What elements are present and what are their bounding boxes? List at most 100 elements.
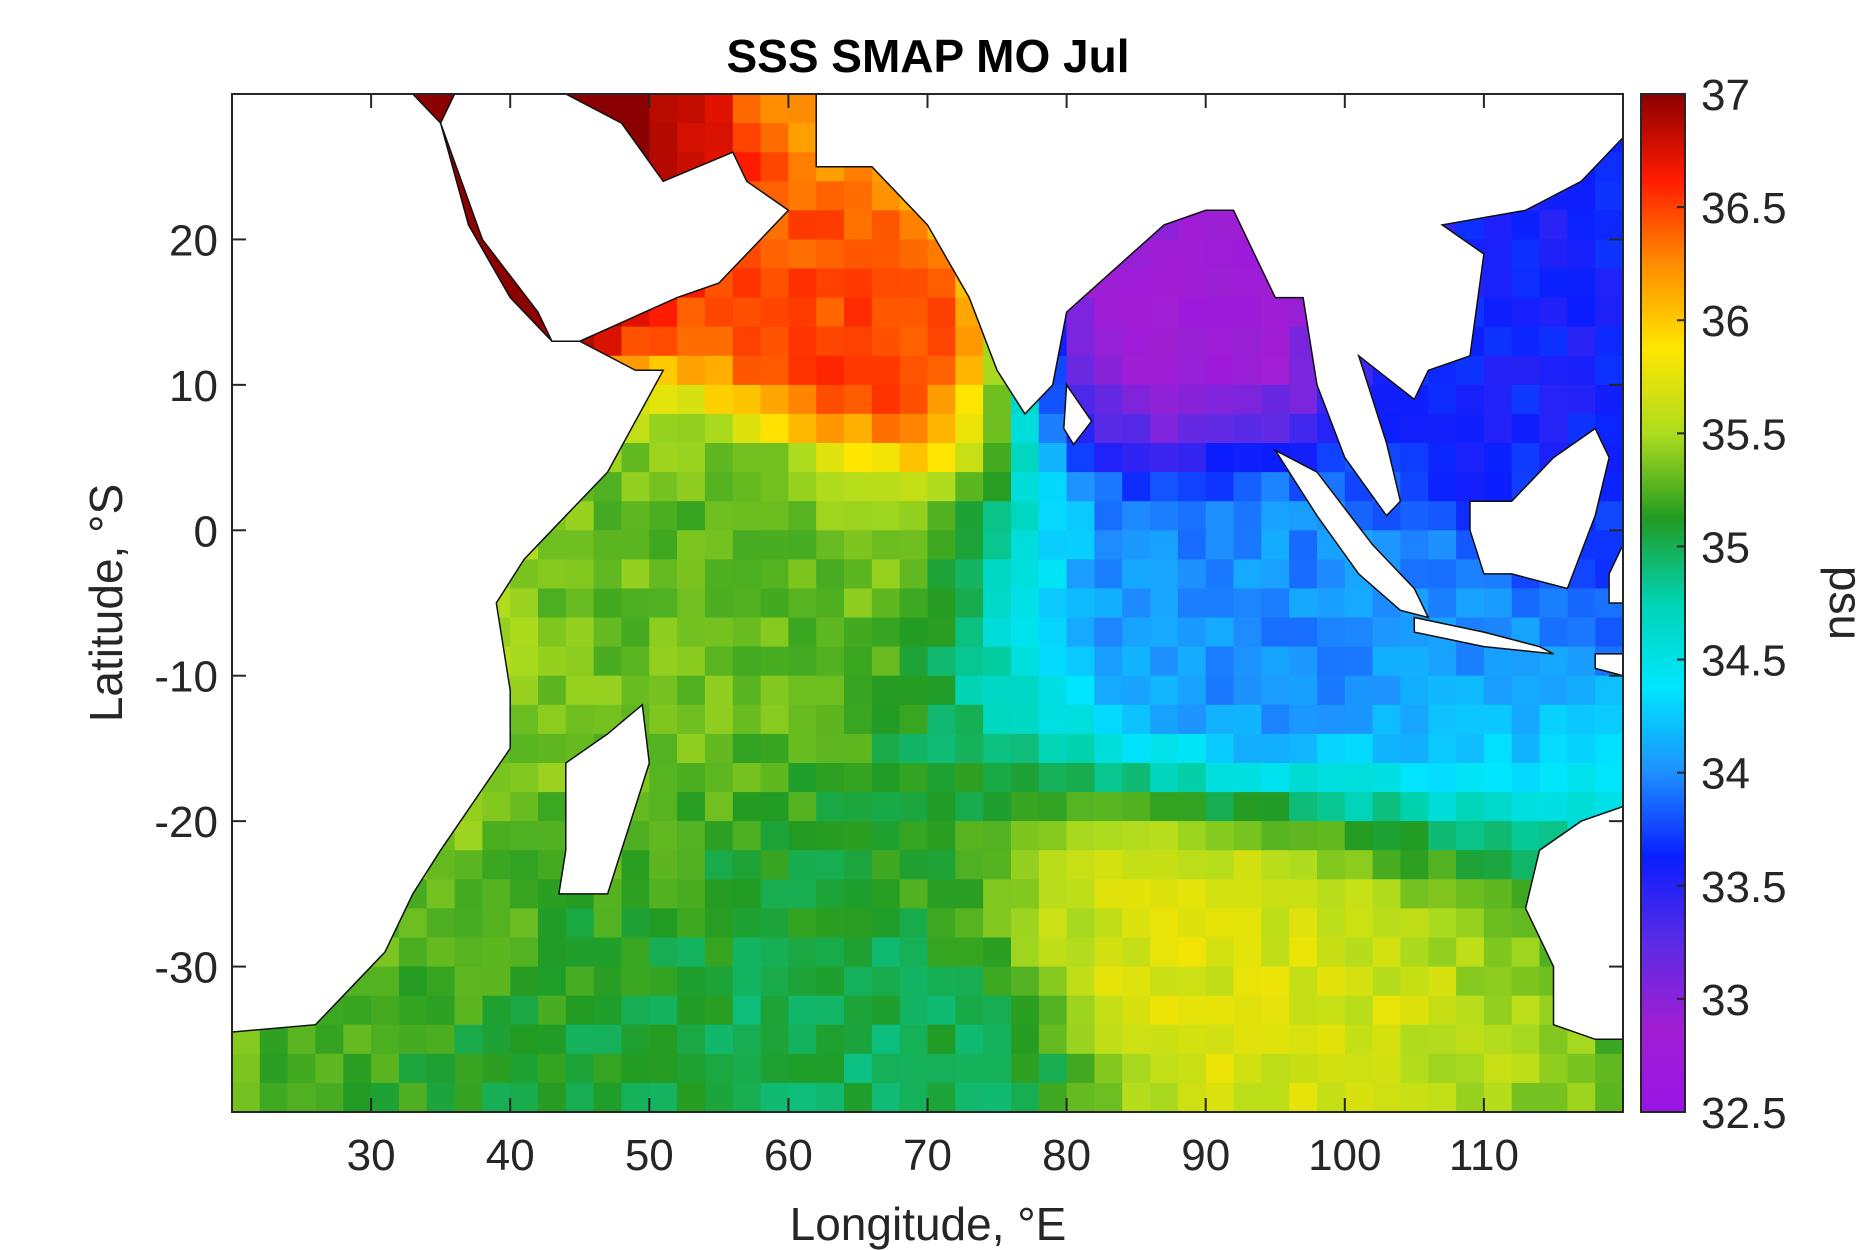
- heatmap-cell: [844, 501, 873, 531]
- heatmap-cell: [844, 879, 873, 909]
- heatmap-cell: [732, 559, 762, 590]
- heatmap-cell: [844, 297, 873, 328]
- heatmap-cell: [871, 268, 901, 299]
- heatmap-cell: [677, 821, 706, 851]
- heatmap-cell: [1261, 792, 1290, 822]
- heatmap-cell: [593, 646, 623, 677]
- heatmap-cell: [899, 501, 929, 531]
- colorbar-tick-label: 34: [1701, 750, 1750, 799]
- heatmap-cell: [871, 559, 901, 590]
- heatmap-cell: [621, 850, 650, 880]
- heatmap-cell: [1456, 413, 1485, 444]
- heatmap-cell: [1372, 733, 1401, 764]
- heatmap-cell: [844, 413, 873, 444]
- heatmap-cell: [816, 763, 845, 793]
- heatmap-cell: [1233, 413, 1262, 444]
- heatmap-cell: [454, 966, 483, 997]
- land-mass: [1063, 382, 1093, 446]
- y-axis-label: Latitude, °S: [80, 484, 132, 722]
- heatmap-cell: [1261, 530, 1290, 560]
- heatmap-cell: [1150, 413, 1179, 444]
- heatmap-cell: [732, 413, 762, 444]
- heatmap-cell: [1400, 821, 1429, 851]
- heatmap-cell: [816, 268, 845, 299]
- heatmap-cell: [1483, 792, 1513, 822]
- heatmap-cell: [844, 588, 873, 619]
- heatmap-cell: [1122, 268, 1151, 299]
- heatmap-cell: [1066, 326, 1095, 357]
- heatmap-cell: [649, 501, 678, 531]
- heatmap-cell: [538, 792, 567, 822]
- heatmap-cell: [1400, 792, 1429, 822]
- heatmap-cell: [510, 646, 539, 677]
- heatmap-cell: [510, 937, 539, 968]
- heatmap-cell: [398, 966, 428, 997]
- heatmap-cell: [1122, 588, 1151, 619]
- heatmap-cell: [1428, 646, 1457, 677]
- heatmap-cell: [538, 966, 567, 997]
- heatmap-cell: [927, 675, 956, 706]
- heatmap-cell: [315, 1024, 344, 1055]
- heatmap-cell: [1066, 908, 1095, 939]
- heatmap-cell: [788, 1082, 817, 1112]
- heatmap-cell: [1205, 297, 1235, 328]
- heatmap-cell: [1122, 617, 1151, 648]
- heatmap-cell: [1122, 908, 1151, 939]
- heatmap-cell: [1066, 879, 1095, 909]
- heatmap-cell: [1066, 617, 1095, 648]
- heatmap-cell: [1539, 1082, 1568, 1112]
- heatmap-cell: [871, 472, 901, 502]
- heatmap-cell: [844, 908, 873, 939]
- heatmap-cell: [816, 879, 845, 909]
- heatmap-cell: [1372, 792, 1401, 822]
- heatmap-cell: [1038, 792, 1068, 822]
- heatmap-cell: [1483, 588, 1513, 619]
- heatmap-cell: [704, 763, 734, 793]
- heatmap-cell: [899, 879, 929, 909]
- heatmap-cell: [371, 1053, 400, 1084]
- heatmap-cell: [1066, 733, 1095, 764]
- heatmap-cell: [677, 559, 706, 590]
- heatmap-cell: [760, 966, 789, 997]
- heatmap-cell: [677, 472, 706, 502]
- heatmap-cell: [1205, 384, 1235, 415]
- heatmap-cell: [844, 821, 873, 851]
- heatmap-cell: [1289, 559, 1318, 590]
- heatmap-cell: [1400, 675, 1429, 706]
- heatmap-cell: [732, 472, 762, 502]
- heatmap-cell: [1511, 937, 1541, 968]
- heatmap-cell: [1567, 733, 1596, 764]
- heatmap-cell: [1400, 966, 1429, 997]
- heatmap-cell: [1233, 937, 1262, 968]
- heatmap-cell: [1177, 559, 1207, 590]
- heatmap-cell: [899, 384, 929, 415]
- heatmap-cell: [1400, 472, 1429, 502]
- heatmap-cell: [1456, 646, 1485, 677]
- heatmap-cell: [871, 588, 901, 619]
- heatmap-cell: [1483, 384, 1513, 415]
- heatmap-cell: [1261, 908, 1290, 939]
- heatmap-cell: [844, 1053, 873, 1084]
- heatmap-cell: [1122, 472, 1151, 502]
- heatmap-cell: [816, 908, 845, 939]
- heatmap-cell: [983, 792, 1012, 822]
- heatmap-cell: [1317, 704, 1346, 735]
- heatmap-cell: [1122, 646, 1151, 677]
- heatmap-cell: [955, 704, 984, 735]
- heatmap-cell: [1428, 501, 1457, 531]
- heatmap-cell: [1372, 384, 1401, 415]
- heatmap-cell: [1066, 1053, 1095, 1084]
- heatmap-cell: [1038, 617, 1068, 648]
- heatmap-cell: [510, 966, 539, 997]
- heatmap-cell: [538, 763, 567, 793]
- heatmap-cell: [1595, 355, 1623, 386]
- heatmap-cell: [1400, 530, 1429, 560]
- heatmap-cell: [1011, 675, 1040, 706]
- heatmap-cell: [1289, 937, 1318, 968]
- heatmap-cell: [732, 443, 762, 473]
- heatmap-cell: [1122, 384, 1151, 415]
- heatmap-cell: [1011, 1082, 1040, 1112]
- heatmap-cell: [538, 646, 567, 677]
- heatmap-cell: [760, 733, 789, 764]
- heatmap-cell: [1567, 792, 1596, 822]
